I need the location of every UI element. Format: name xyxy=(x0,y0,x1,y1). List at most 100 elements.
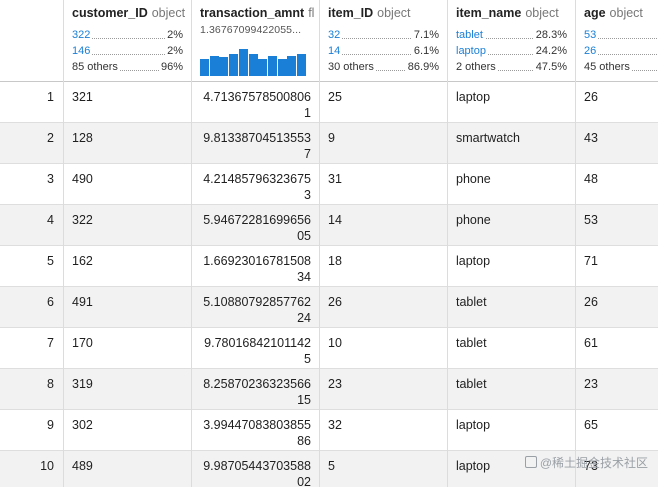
cell-age: 26 xyxy=(576,82,658,123)
cell-customer-id: 170 xyxy=(64,328,192,369)
cell-transaction-amnt: 5.1088079285776224 xyxy=(192,287,320,328)
top-value-percent: 24.2% xyxy=(533,43,567,59)
table-row[interactable]: 1 321 4.713675785008061 25 laptop 26 xyxy=(0,82,658,123)
cell-customer-id: 321 xyxy=(64,82,192,123)
cell-customer-id: 302 xyxy=(64,410,192,451)
cell-item-name: phone xyxy=(448,164,576,205)
others-label: 85 others xyxy=(72,59,120,75)
cell-customer-id: 322 xyxy=(64,205,192,246)
stat-row: 32 7.1% xyxy=(328,27,439,43)
table-row[interactable]: 7 170 9.780168421011425 10 tablet 61 xyxy=(0,328,658,369)
histogram xyxy=(200,48,306,76)
cell-customer-id: 162 xyxy=(64,246,192,287)
top-value-link[interactable]: laptop xyxy=(456,43,488,59)
stat-row: 45 others xyxy=(584,59,658,75)
row-index: 6 xyxy=(0,287,64,328)
column-title: customer_ID object xyxy=(72,6,185,20)
cell-item-id: 10 xyxy=(320,328,448,369)
column-name: item_name xyxy=(456,6,522,20)
others-percent: 47.5% xyxy=(533,59,567,75)
column-header-age[interactable]: age object 53 26 45 others xyxy=(576,0,658,82)
column-header-customer-id[interactable]: customer_ID object 322 2% 146 2% 85 others 9… xyxy=(64,0,192,82)
cell-customer-id: 128 xyxy=(64,123,192,164)
stat-row: tablet 28.3% xyxy=(456,27,567,43)
cell-transaction-amnt: 8.2587023632356615 xyxy=(192,369,320,410)
stat-row: 14 6.1% xyxy=(328,43,439,59)
top-value-percent: 2% xyxy=(165,43,183,59)
table-row[interactable]: 8 319 8.2587023632356615 23 tablet 23 xyxy=(0,369,658,410)
table-row[interactable]: 4 322 5.9467228169965605 14 phone 53 xyxy=(0,205,658,246)
cell-transaction-amnt: 4.713675785008061 xyxy=(192,82,320,123)
column-type: object xyxy=(609,6,643,20)
column-header-row: customer_ID object 322 2% 146 2% 85 others 9… xyxy=(0,0,658,82)
cell-item-id: 31 xyxy=(320,164,448,205)
stat-row: 85 others 96% xyxy=(72,59,183,75)
cell-item-name: smartwatch xyxy=(448,123,576,164)
top-value-link[interactable]: 146 xyxy=(72,43,93,59)
column-title: item_ID object xyxy=(328,6,439,20)
stat-row: 322 2% xyxy=(72,27,183,43)
top-value-link[interactable]: tablet xyxy=(456,27,485,43)
cell-customer-id: 491 xyxy=(64,287,192,328)
watermark: @稀土掘金技术社区 xyxy=(524,454,648,471)
top-value-link[interactable]: 32 xyxy=(328,27,343,43)
top-value-link[interactable]: 14 xyxy=(328,43,343,59)
stat-row: 2 others 47.5% xyxy=(456,59,567,75)
table-row[interactable]: 3 490 4.214857963236753 31 phone 48 xyxy=(0,164,658,205)
cell-age: 26 xyxy=(576,287,658,328)
row-index: 5 xyxy=(0,246,64,287)
table-row[interactable]: 2 128 9.813387045135537 9 smartwatch 43 xyxy=(0,123,658,164)
cell-customer-id: 490 xyxy=(64,164,192,205)
column-name: item_ID xyxy=(328,6,374,20)
others-label: 45 others xyxy=(584,59,632,75)
others-label: 2 others xyxy=(456,59,498,75)
column-header-item-id[interactable]: item_ID object 32 7.1% 14 6.1% 30 others 86.… xyxy=(320,0,448,82)
column-header-transaction-amnt[interactable]: transaction_amnt fl 1.36767099422055... xyxy=(192,0,320,82)
column-header-item-name[interactable]: item_name object tablet 28.3% laptop 24.2% … xyxy=(448,0,576,82)
column-title: transaction_amnt fl xyxy=(200,6,315,20)
row-index: 4 xyxy=(0,205,64,246)
others-percent: 96% xyxy=(158,59,183,75)
top-value-percent: 28.3% xyxy=(533,27,567,43)
range-text: 1.36767099422055... xyxy=(200,24,302,36)
table-row[interactable]: 9 302 3.9944708380385586 32 laptop 65 xyxy=(0,410,658,451)
cell-item-name: laptop xyxy=(448,410,576,451)
top-value-link[interactable]: 322 xyxy=(72,27,93,43)
top-value-percent: 6.1% xyxy=(411,43,439,59)
table-row[interactable]: 10 489 9.9870544370358802 5 laptop 73 xyxy=(0,451,658,487)
watermark-text: @稀土掘金技术社区 xyxy=(539,456,648,470)
row-index: 10 xyxy=(0,451,64,487)
cell-item-name: laptop xyxy=(448,246,576,287)
table-row[interactable]: 6 491 5.1088079285776224 26 tablet 26 xyxy=(0,287,658,328)
cell-item-name: tablet xyxy=(448,369,576,410)
cell-transaction-amnt: 5.9467228169965605 xyxy=(192,205,320,246)
histogram-bar xyxy=(200,59,209,76)
column-name: customer_ID xyxy=(72,6,148,20)
histogram-bar xyxy=(258,59,268,76)
column-type: object xyxy=(525,6,559,20)
index-header xyxy=(0,0,64,82)
column-type: fl xyxy=(308,6,315,20)
stat-row: 30 others 86.9% xyxy=(328,59,439,75)
stat-row: 146 2% xyxy=(72,43,183,59)
cell-age: 53 xyxy=(576,205,658,246)
top-value-percent: 2% xyxy=(165,27,183,43)
stat-row: 26 xyxy=(584,43,658,59)
cell-age: 23 xyxy=(576,369,658,410)
cell-transaction-amnt: 9.9870544370358802 xyxy=(192,451,320,487)
cell-age: 65 xyxy=(576,410,658,451)
histogram-bar xyxy=(287,56,297,76)
top-value-link[interactable]: 53 xyxy=(584,27,599,43)
histogram-bar xyxy=(248,54,258,76)
histogram-bar xyxy=(219,57,229,76)
cell-item-id: 25 xyxy=(320,82,448,123)
cell-item-id: 5 xyxy=(320,451,448,487)
cell-transaction-amnt: 3.9944708380385586 xyxy=(192,410,320,451)
row-index: 1 xyxy=(0,82,64,123)
top-value-link[interactable]: 26 xyxy=(584,43,599,59)
cell-age: 71 xyxy=(576,246,658,287)
cell-customer-id: 489 xyxy=(64,451,192,487)
histogram-bar xyxy=(229,54,239,76)
table-row[interactable]: 5 162 1.6692301678150834 18 laptop 71 xyxy=(0,246,658,287)
